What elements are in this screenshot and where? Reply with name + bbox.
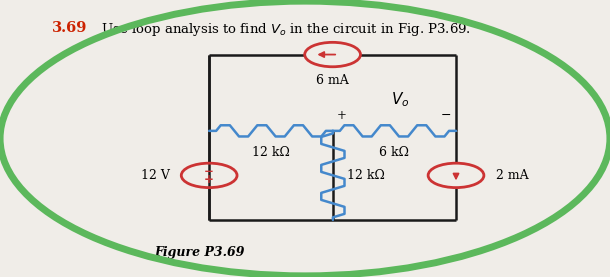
Text: +: + [204, 173, 214, 186]
Text: −: − [204, 165, 214, 178]
Text: 3.69: 3.69 [52, 22, 88, 35]
Text: +: + [337, 109, 346, 122]
Text: Figure P3.69: Figure P3.69 [154, 246, 245, 259]
Text: 12 V: 12 V [141, 169, 170, 182]
Text: 2 mA: 2 mA [495, 169, 528, 182]
Text: $V_o$: $V_o$ [391, 91, 409, 109]
Text: 6 mA: 6 mA [316, 75, 349, 88]
Text: Use loop analysis to find $V_o$ in the circuit in Fig. P3.69.: Use loop analysis to find $V_o$ in the c… [93, 22, 471, 39]
Text: 12 kΩ: 12 kΩ [252, 146, 290, 159]
Text: −: − [440, 109, 451, 122]
Text: 6 kΩ: 6 kΩ [379, 146, 409, 159]
Text: 12 kΩ: 12 kΩ [348, 169, 386, 182]
